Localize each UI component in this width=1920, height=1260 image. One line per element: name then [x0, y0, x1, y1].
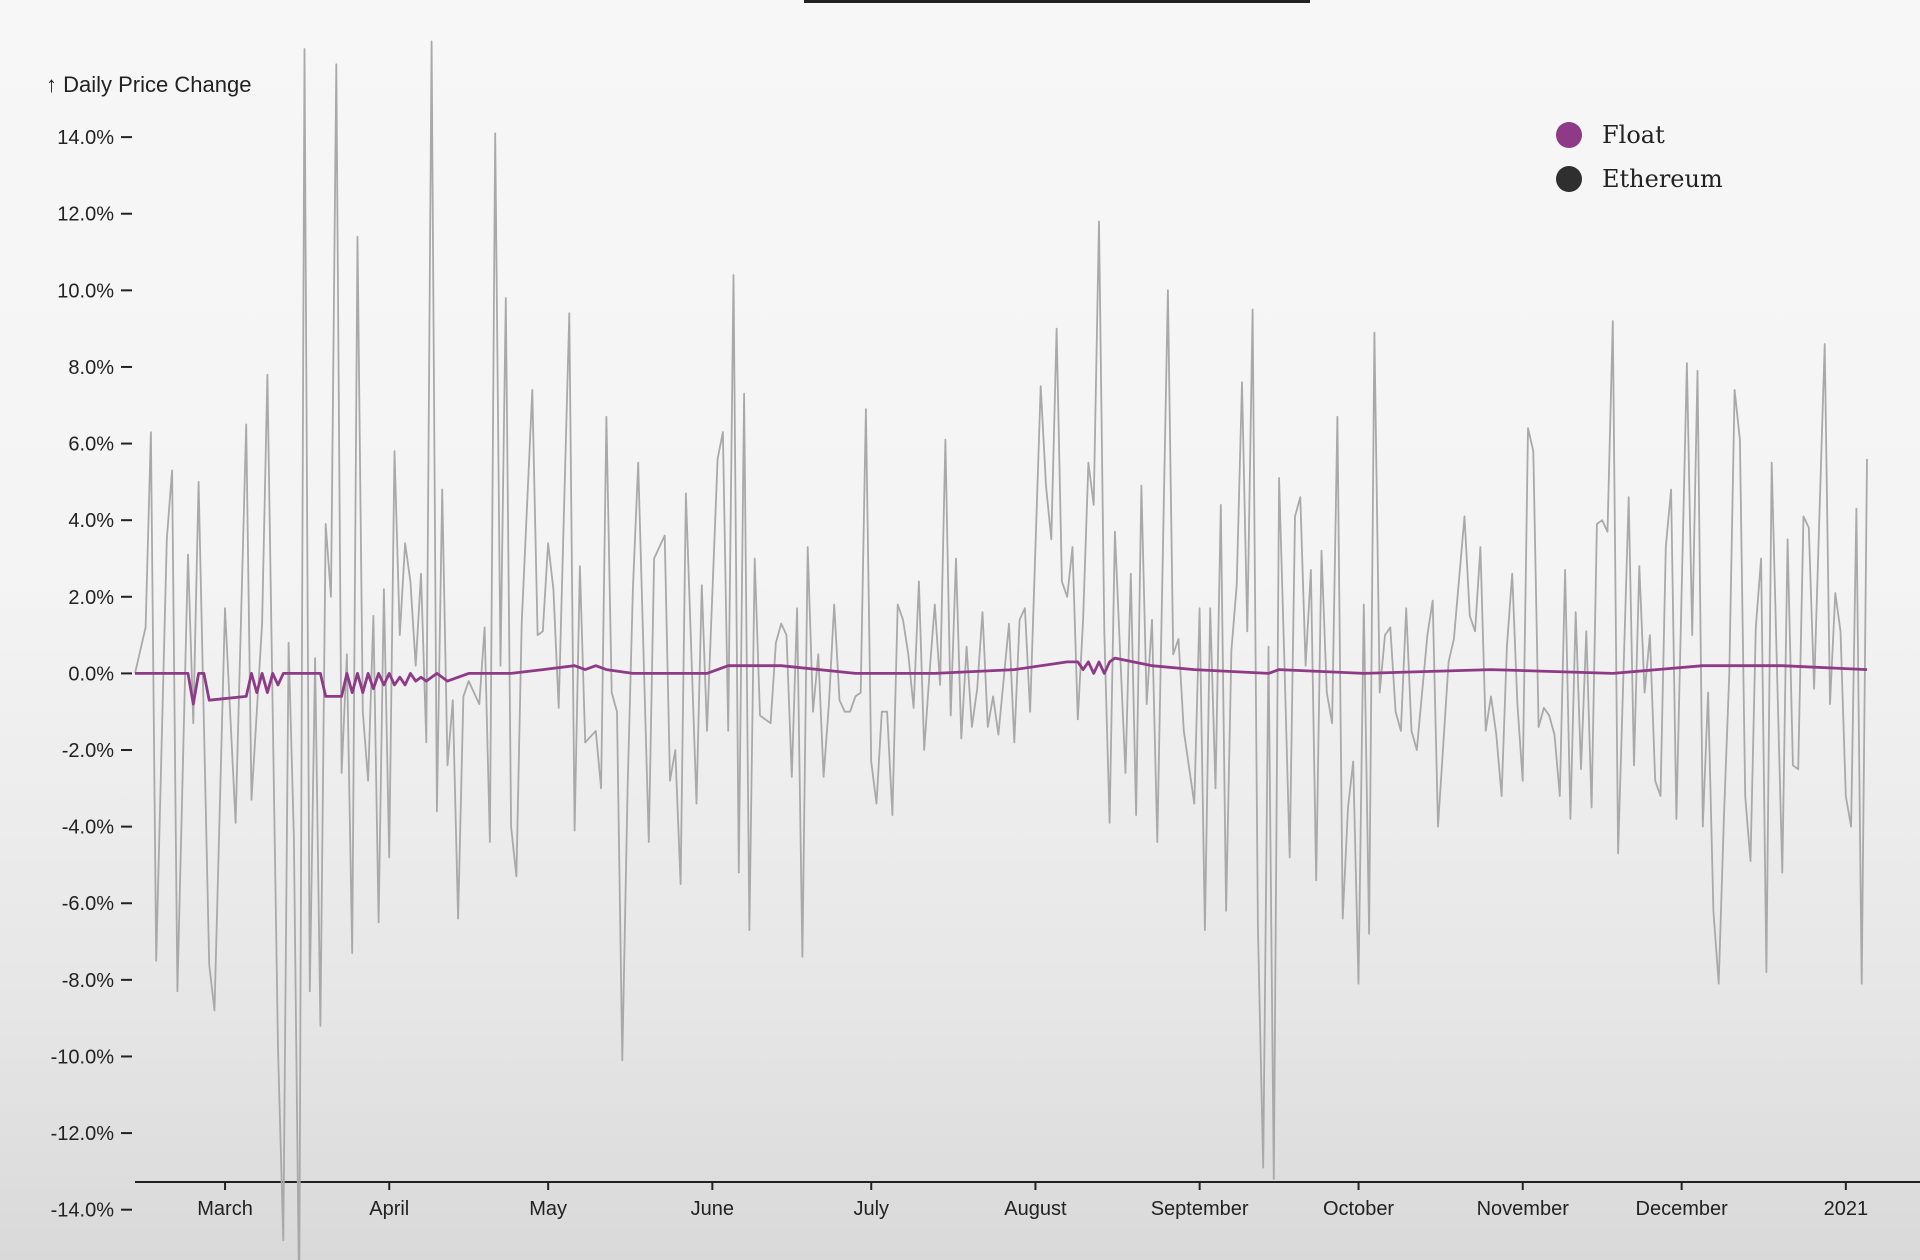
x-tick: August — [1004, 1182, 1067, 1220]
ethereum-series-line — [134, 40, 1868, 1260]
y-tick: -4.0% — [62, 817, 132, 839]
x-tick-label: September — [1151, 1198, 1249, 1220]
y-tick: -14.0% — [51, 1200, 132, 1222]
float-series-line — [135, 656, 1868, 706]
y-tick-label: -4.0% — [62, 817, 114, 839]
y-tick-label: 4.0% — [68, 510, 114, 532]
y-tick: -8.0% — [62, 970, 132, 992]
y-tick-label: -14.0% — [51, 1200, 115, 1222]
y-tick-label: -10.0% — [51, 1046, 115, 1068]
y-tick-label: 10.0% — [57, 280, 114, 302]
y-tick-label: -2.0% — [62, 740, 114, 762]
y-tick-label: 14.0% — [57, 127, 114, 149]
x-tick: April — [369, 1182, 409, 1220]
y-axis-title: ↑ Daily Price Change — [46, 72, 251, 97]
legend-label: Ethereum — [1602, 165, 1723, 193]
x-tick-label: June — [691, 1198, 734, 1220]
y-tick-label: -6.0% — [62, 893, 114, 915]
x-tick-label: December — [1636, 1198, 1729, 1220]
legend-item-float: Float — [1556, 121, 1665, 149]
y-tick: 14.0% — [57, 127, 132, 149]
x-tick-label: 2021 — [1824, 1198, 1869, 1220]
y-tick-label: 8.0% — [68, 357, 114, 379]
y-tick-label: 0.0% — [68, 663, 114, 685]
x-tick: 2021 — [1824, 1182, 1869, 1220]
y-tick: 6.0% — [68, 434, 132, 456]
x-tick: October — [1323, 1182, 1394, 1220]
x-tick: March — [197, 1182, 253, 1220]
x-tick-label: March — [197, 1198, 253, 1220]
x-tick: September — [1151, 1182, 1249, 1220]
y-tick: 4.0% — [68, 510, 132, 532]
x-axis: March April May June July August September Octo… — [135, 1181, 1920, 1220]
x-tick-label: April — [369, 1198, 409, 1220]
y-tick: 2.0% — [68, 587, 132, 609]
y-tick: 10.0% — [57, 280, 132, 302]
window-top-bar — [804, 0, 1310, 3]
y-tick: 0.0% — [68, 663, 132, 685]
y-tick-label: 12.0% — [57, 204, 114, 226]
x-tick-label: August — [1004, 1198, 1067, 1220]
x-tick: July — [853, 1182, 889, 1220]
y-tick-label: -8.0% — [62, 970, 114, 992]
x-tick: June — [691, 1182, 734, 1220]
y-tick: 8.0% — [68, 357, 132, 379]
x-tick-label: October — [1323, 1198, 1394, 1220]
x-tick: November — [1477, 1182, 1570, 1220]
x-tick-label: July — [853, 1198, 889, 1220]
y-axis-ticks: 14.0% 12.0% 10.0% 8.0% 6.0% 4.0% 2.0% 0.0% -2.0%… — [51, 127, 132, 1222]
x-tick-label: May — [529, 1198, 567, 1220]
y-tick: -10.0% — [51, 1046, 132, 1068]
y-tick-label: 6.0% — [68, 434, 114, 456]
y-tick: 12.0% — [57, 204, 132, 226]
y-tick-label: 2.0% — [68, 587, 114, 609]
series-layer — [134, 40, 1868, 1260]
legend-item-ethereum: Ethereum — [1556, 165, 1723, 193]
y-tick: -2.0% — [62, 740, 132, 762]
y-tick: -6.0% — [62, 893, 132, 915]
y-tick: -12.0% — [51, 1123, 132, 1145]
legend-swatch — [1556, 166, 1582, 192]
x-tick-label: November — [1477, 1198, 1570, 1220]
x-tick: May — [529, 1182, 567, 1220]
x-tick: December — [1636, 1182, 1729, 1220]
legend-label: Float — [1602, 121, 1665, 149]
legend-swatch — [1556, 122, 1582, 148]
y-tick-label: -12.0% — [51, 1123, 115, 1145]
legend: Float Ethereum — [1556, 121, 1723, 193]
